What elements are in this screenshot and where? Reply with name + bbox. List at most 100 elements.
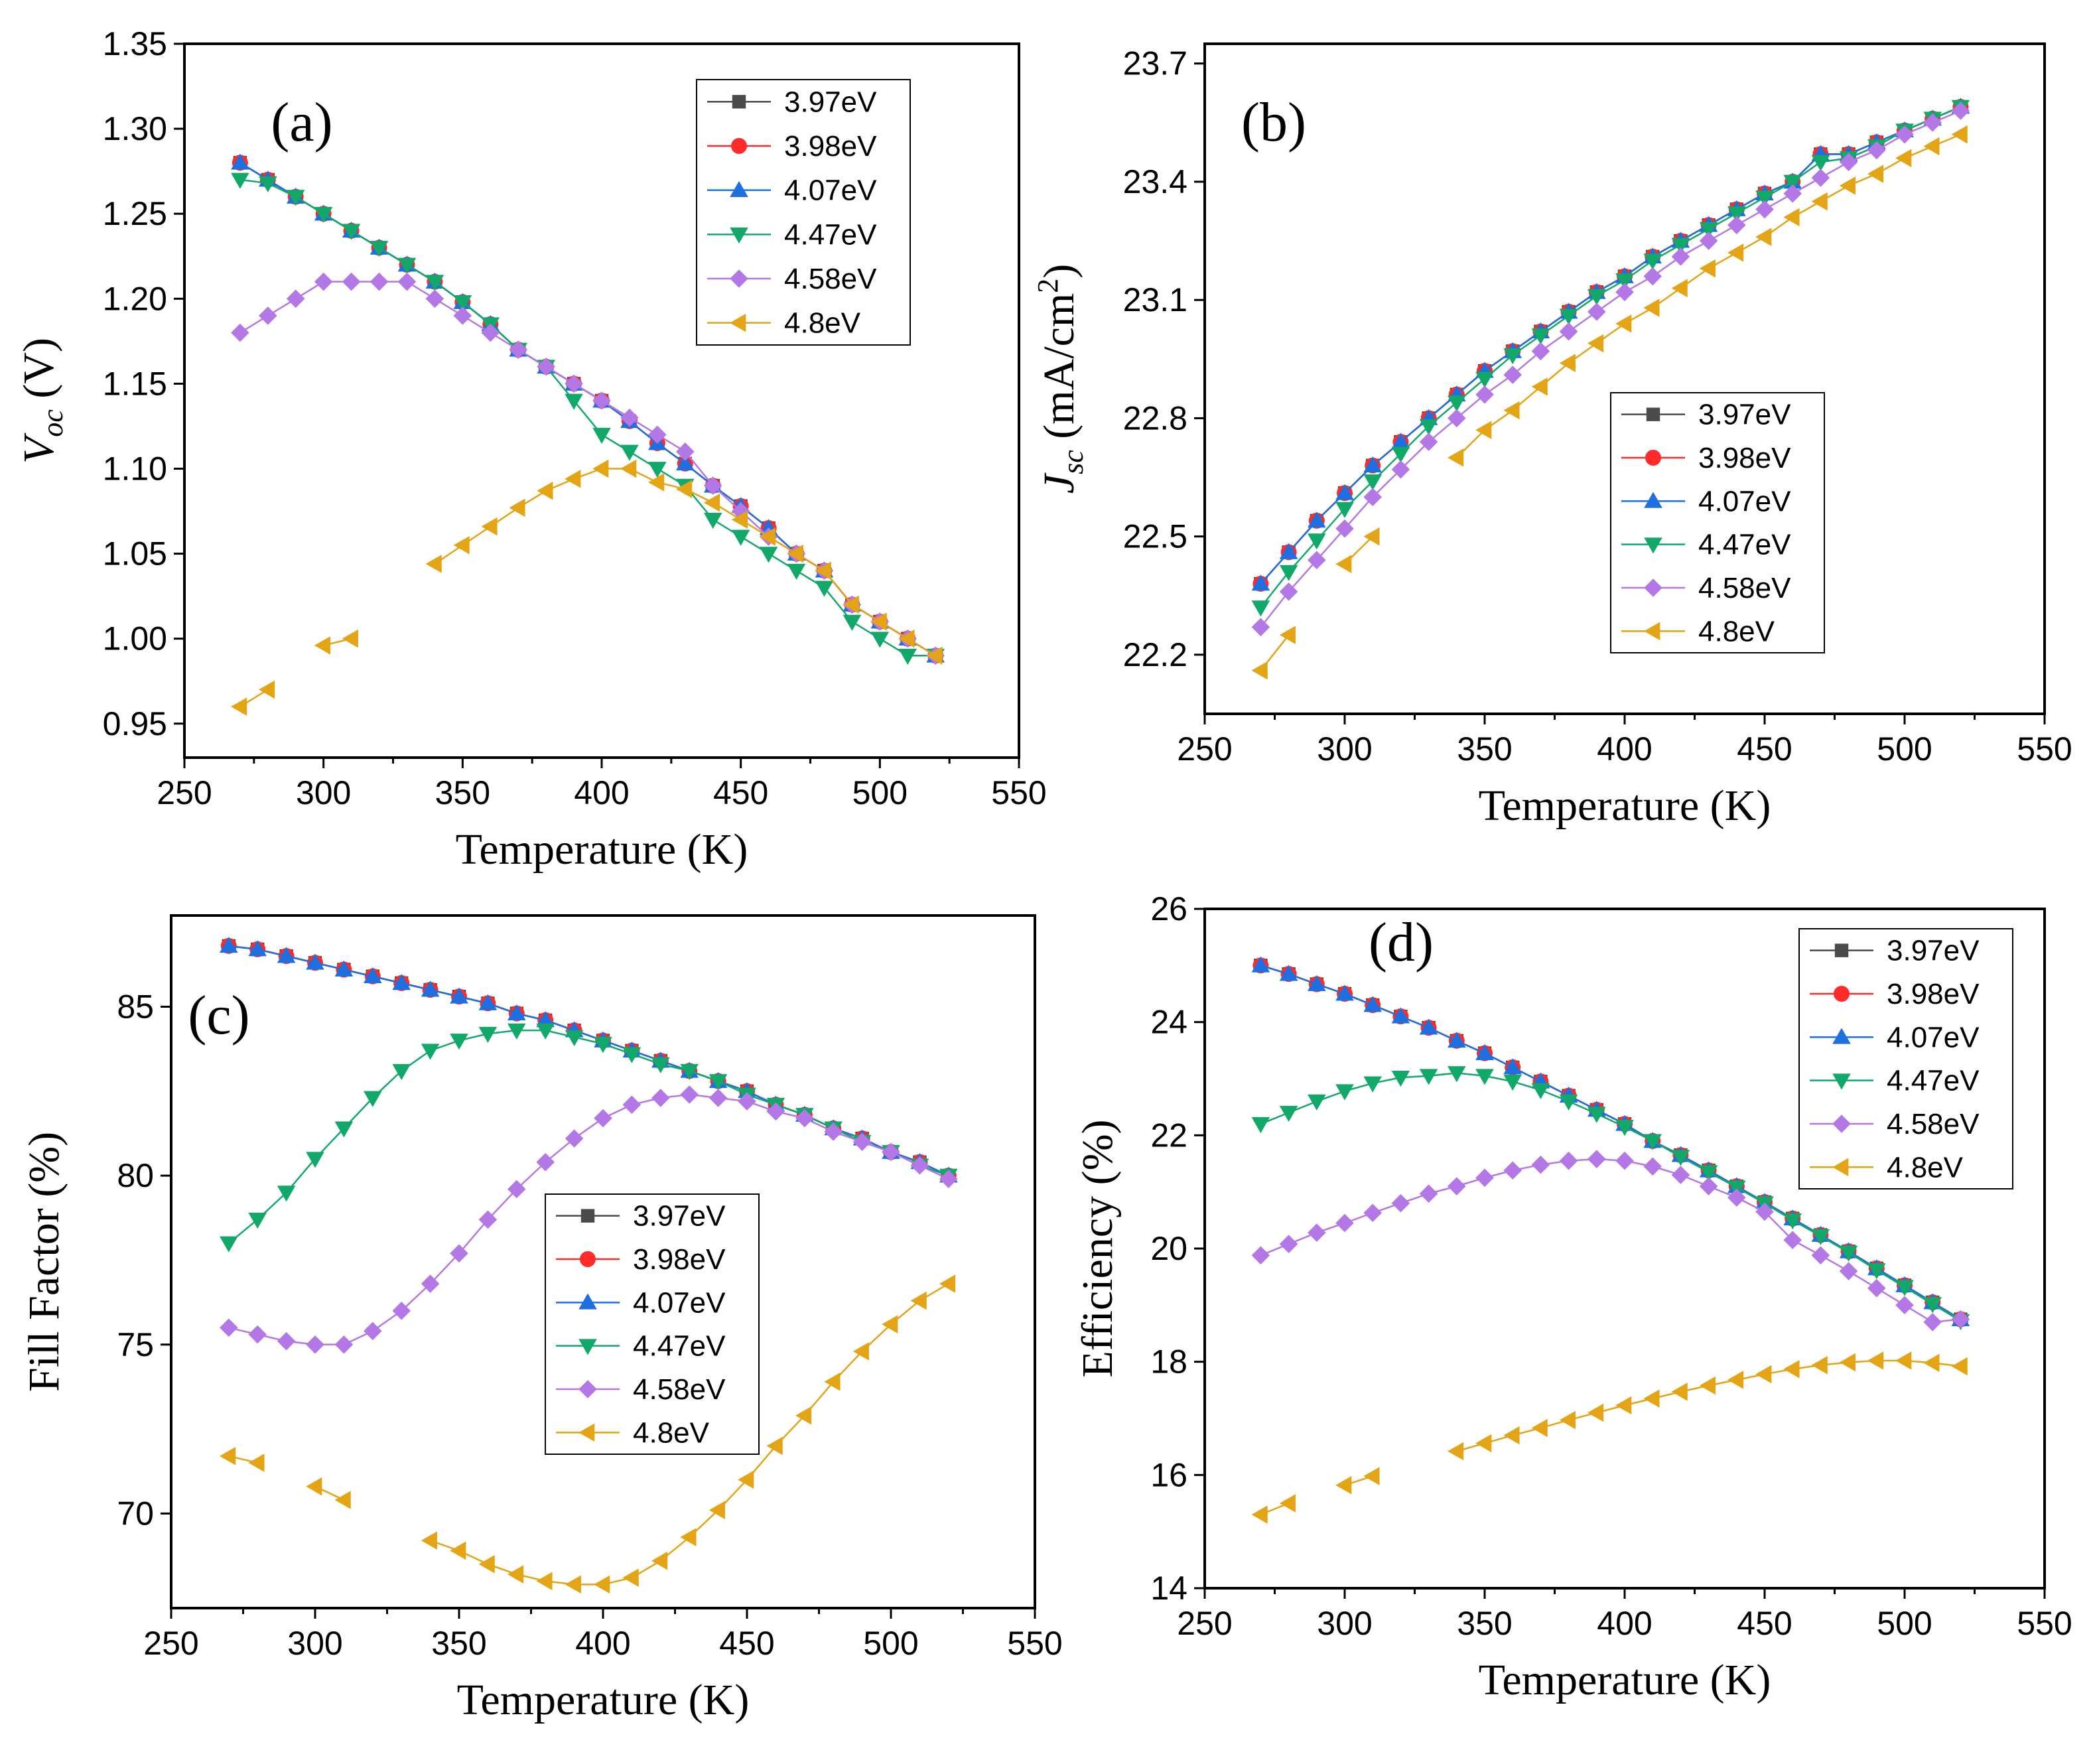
- data-point: [277, 1331, 296, 1351]
- legend-marker: [1644, 622, 1660, 641]
- data-point: [824, 1122, 843, 1141]
- data-point: [709, 1074, 728, 1091]
- data-point: [1308, 1094, 1326, 1111]
- data-point: [259, 680, 275, 699]
- data-point: [450, 1034, 468, 1050]
- data-point: [370, 241, 389, 257]
- legend-label: 4.58eV: [784, 263, 877, 295]
- data-point: [1783, 184, 1802, 203]
- data-point: [537, 481, 553, 500]
- y-axis-title: Efficiency (%): [1073, 1119, 1122, 1377]
- data-point: [1671, 1383, 1688, 1401]
- data-point: [882, 1315, 898, 1334]
- data-point: [766, 1436, 783, 1456]
- legend-label: 4.07eV: [1887, 1021, 1980, 1053]
- data-point: [1308, 533, 1326, 550]
- x-tick-label: 450: [713, 774, 768, 811]
- legend-marker: [1644, 578, 1662, 597]
- data-point: [1727, 1188, 1746, 1207]
- series-4.07eV: [220, 937, 958, 1183]
- x-tick-label: 500: [1877, 730, 1932, 768]
- data-point: [1391, 1007, 1410, 1024]
- y-tick-label: 22.5: [1123, 518, 1187, 555]
- data-point: [1251, 956, 1270, 973]
- data-point: [1503, 401, 1520, 420]
- data-point: [1839, 153, 1858, 172]
- data-point: [1783, 1213, 1802, 1230]
- data-point: [1363, 456, 1382, 473]
- y-tick-label: 1.20: [103, 280, 167, 317]
- data-point: [1391, 433, 1410, 449]
- x-tick-label: 250: [1177, 1605, 1232, 1642]
- legend-marker: [1644, 492, 1662, 508]
- data-point: [1308, 511, 1326, 528]
- data-point: [1559, 322, 1578, 341]
- data-point: [1699, 259, 1716, 278]
- data-point: [1475, 1434, 1492, 1453]
- x-tick-label: 250: [143, 1625, 198, 1662]
- series-4.8eV: [1251, 1351, 1968, 1524]
- data-point: [622, 1568, 639, 1587]
- data-point: [1279, 1235, 1298, 1253]
- y-axis-title-unit: (mA/cm: [1035, 293, 1083, 450]
- y-tick-label: 85: [117, 988, 154, 1026]
- data-point: [651, 1551, 668, 1570]
- data-point: [1643, 1157, 1662, 1176]
- series-4.47eV: [220, 1023, 958, 1253]
- data-point: [731, 510, 748, 529]
- data-point: [220, 1236, 238, 1253]
- series-3.98eV: [220, 937, 957, 1184]
- legend-label: 4.8eV: [633, 1416, 710, 1449]
- legend-label: 4.47eV: [1698, 529, 1791, 561]
- data-point: [1923, 113, 1942, 132]
- data-point: [1251, 1505, 1268, 1524]
- series-4.8eV: [1251, 125, 1968, 680]
- series-line: [228, 945, 949, 1177]
- data-point: [1419, 1018, 1438, 1035]
- data-point: [1699, 232, 1718, 250]
- data-point: [592, 391, 611, 410]
- data-point: [1335, 484, 1354, 500]
- data-point: [364, 967, 382, 984]
- data-point: [392, 1302, 411, 1320]
- data-point: [565, 1129, 584, 1148]
- data-point: [1895, 1280, 1914, 1296]
- data-point: [565, 470, 581, 488]
- x-axis-title: Temperature (K): [456, 825, 748, 874]
- data-point: [1559, 1151, 1578, 1170]
- data-point: [1867, 1263, 1886, 1280]
- data-point: [1755, 228, 1772, 246]
- data-point: [286, 190, 305, 206]
- data-point: [1923, 1313, 1942, 1331]
- x-axis-title: Temperature (K): [1479, 781, 1771, 830]
- y-tick-label: 23.7: [1123, 45, 1187, 82]
- data-point: [1475, 1168, 1494, 1187]
- data-point: [1671, 1166, 1690, 1184]
- data-point: [898, 629, 915, 648]
- legend-label: 4.58eV: [633, 1373, 726, 1406]
- y-tick-label: 22: [1150, 1117, 1187, 1154]
- data-point: [1363, 527, 1380, 546]
- data-point: [815, 561, 831, 580]
- legend-marker: [578, 1380, 597, 1398]
- y-axis-title: Jsc (mA/cm2): [1032, 264, 1089, 494]
- x-tick-label: 400: [1597, 730, 1652, 768]
- data-point: [870, 632, 890, 648]
- data-point: [478, 1210, 498, 1229]
- data-point: [1391, 446, 1410, 463]
- data-point: [1391, 460, 1410, 479]
- y-tick-label: 1.25: [103, 195, 167, 232]
- data-point: [843, 595, 859, 614]
- data-point: [1503, 1161, 1522, 1180]
- data-point: [910, 1291, 927, 1310]
- data-point: [1839, 1353, 1856, 1372]
- data-point: [421, 981, 440, 997]
- data-point: [1308, 551, 1326, 570]
- y-axis-title: Fill Factor (%): [20, 1132, 68, 1392]
- data-point: [1811, 155, 1830, 172]
- data-point: [651, 1089, 670, 1107]
- y-tick-label: 26: [1150, 890, 1187, 927]
- data-point: [1279, 1494, 1296, 1513]
- legend-label: 4.8eV: [784, 307, 861, 340]
